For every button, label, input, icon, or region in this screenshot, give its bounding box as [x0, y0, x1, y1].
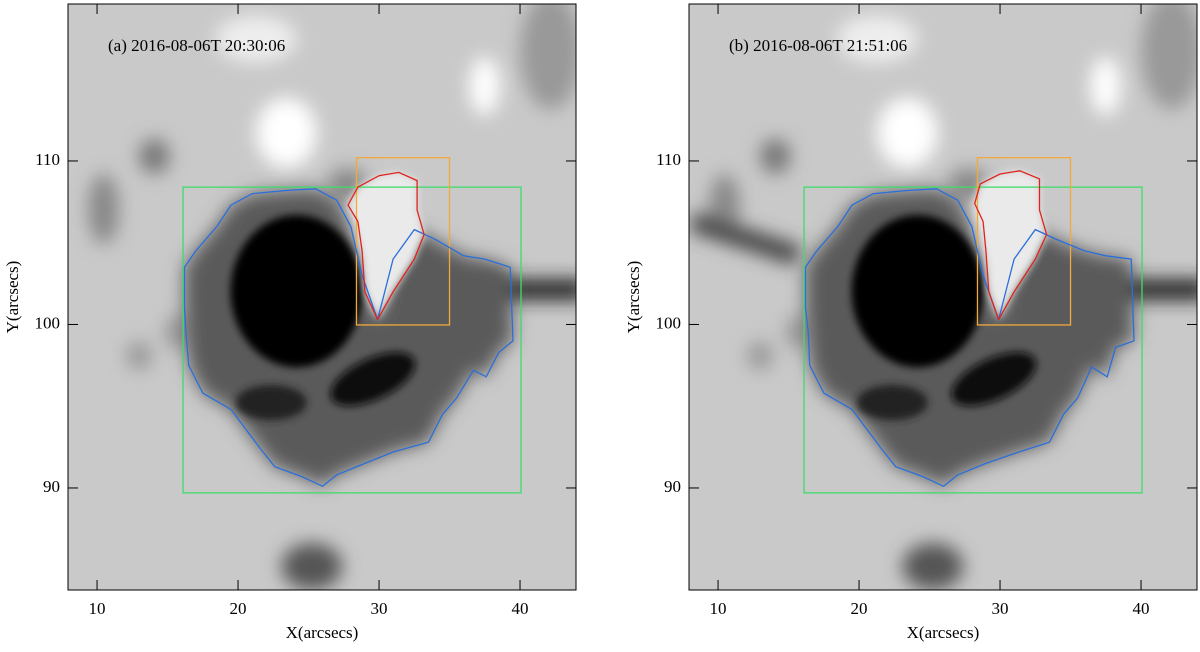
- dark-fibril: [235, 384, 307, 421]
- plot-frame: [67, 3, 577, 591]
- umbra: [230, 214, 416, 421]
- umbra-core: [230, 214, 363, 368]
- contour: [347, 171, 425, 320]
- y-tick-label: 100: [656, 313, 682, 332]
- texture-blob: [255, 97, 317, 169]
- magnetogram: [68, 4, 576, 590]
- dark-fibril: [951, 352, 1037, 406]
- y-tick-label: 100: [35, 313, 61, 332]
- x-axis-label: X(arcsecs): [286, 623, 359, 642]
- contour: [183, 188, 514, 488]
- y-axis-label: Y(arcsecs): [3, 261, 22, 334]
- x-tick-label: 10: [710, 599, 727, 618]
- texture-blob: [88, 173, 119, 245]
- y-tick-label: 90: [664, 477, 681, 496]
- x-tick-label: 40: [512, 599, 529, 618]
- umbra: [851, 214, 1037, 421]
- texture-blob: [836, 15, 918, 63]
- x-tick-label: 10: [89, 599, 106, 618]
- texture-blob: [760, 138, 791, 174]
- region-box: [976, 157, 1072, 326]
- texture-blob: [876, 97, 938, 169]
- texture-blob: [747, 340, 773, 371]
- plot-frame: [688, 3, 1198, 591]
- texture-blob: [469, 56, 500, 116]
- x-tick-label: 40: [1133, 599, 1150, 618]
- y-axis-label: Y(arcsecs): [624, 261, 643, 334]
- texture-blob: [281, 543, 343, 590]
- y-tick-label: 110: [35, 150, 60, 169]
- texture-blob: [126, 340, 152, 371]
- texture-blob: [520, 4, 576, 110]
- y-tick-label: 110: [656, 150, 681, 169]
- region-box: [182, 186, 522, 494]
- panel: 10 20 30 40 90 100 110 (b) 2016-08-06T 21:51:06…: [624, 3, 1198, 642]
- x-axis-label: X(arcsecs): [907, 623, 980, 642]
- y-tick-label: 90: [43, 477, 60, 496]
- contour: [804, 188, 1135, 488]
- texture-blob: [1090, 56, 1121, 116]
- texture-blob: [139, 138, 170, 174]
- region-box: [803, 186, 1143, 494]
- panel: 10 20 30 40 90 100 110 (a) 2016-08-06T 20:30:06…: [3, 3, 577, 642]
- texture-blob: [1141, 4, 1197, 110]
- panel-title: (a) 2016-08-06T 20:30:06: [108, 36, 285, 55]
- magnetogram: [689, 4, 1197, 590]
- texture-blob: [215, 15, 297, 63]
- umbra-core: [851, 214, 984, 368]
- x-tick-label: 30: [992, 599, 1009, 618]
- x-tick-label: 20: [851, 599, 868, 618]
- x-tick-label: 20: [230, 599, 247, 618]
- dark-fibril: [330, 352, 416, 406]
- region-box: [355, 157, 451, 326]
- dark-streak: [689, 211, 802, 266]
- panel-title: (b) 2016-08-06T 21:51:06: [729, 36, 907, 55]
- plage-shading: [348, 172, 425, 320]
- contour: [974, 170, 1048, 320]
- x-tick-label: 30: [371, 599, 388, 618]
- dark-fibril: [856, 384, 928, 421]
- plage-shading: [974, 170, 1047, 320]
- texture-blob: [902, 543, 964, 590]
